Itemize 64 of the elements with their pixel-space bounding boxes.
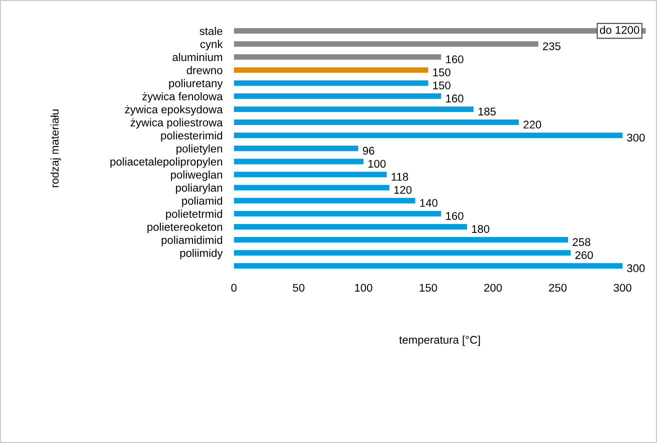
data-label: 96 xyxy=(362,146,374,155)
bar xyxy=(234,210,442,216)
data-label: 260 xyxy=(575,251,593,260)
bar xyxy=(234,198,416,204)
y-tick-label: żywica poliestrowa xyxy=(130,118,223,129)
data-label: 185 xyxy=(478,108,496,116)
data-label: 300 xyxy=(627,264,645,272)
data-label: 180 xyxy=(472,225,490,233)
y-tick-label: drewno xyxy=(186,66,222,74)
bar xyxy=(234,172,387,178)
y-tick-label: poliweglan xyxy=(170,170,222,181)
x-tick-label: 250 xyxy=(549,284,567,292)
y-axis-title: rodzaj materiału xyxy=(50,110,61,188)
data-label: 120 xyxy=(394,186,412,194)
y-tick-label: poliesterimid xyxy=(161,131,222,142)
bar xyxy=(234,237,568,243)
bar xyxy=(234,80,428,86)
bar xyxy=(234,224,468,230)
y-tick-label: polietereoketon xyxy=(148,222,222,234)
bar xyxy=(234,120,519,126)
bar xyxy=(234,250,571,256)
y-tick-label: poliacetalepolipropylen xyxy=(110,157,222,168)
bar xyxy=(234,184,390,190)
data-label: 220 xyxy=(524,120,542,129)
data-label: 140 xyxy=(420,199,438,207)
data-label: 160 xyxy=(446,94,464,102)
data-label: 100 xyxy=(368,160,386,168)
bar xyxy=(234,67,428,73)
x-axis-title: temperatura [°C] xyxy=(399,336,480,346)
bar xyxy=(234,106,474,112)
y-tick-label: poliimidy xyxy=(180,248,223,260)
y-tick-label: polietetrmid xyxy=(166,210,222,220)
annotation: do 1200 xyxy=(600,26,640,34)
y-tick-label: żywica fenolowa xyxy=(142,92,223,103)
x-tick-label: 100 xyxy=(355,284,372,292)
data-label: 118 xyxy=(392,172,408,181)
x-tick-label: 0 xyxy=(231,284,237,292)
bar xyxy=(234,158,364,164)
bar xyxy=(234,146,358,152)
x-tick-label: 300 xyxy=(614,284,632,292)
y-tick-label: aluminium xyxy=(172,52,222,62)
x-tick-label: 150 xyxy=(420,284,438,292)
x-tick-label: 50 xyxy=(292,284,304,292)
bar xyxy=(234,41,538,47)
bar xyxy=(234,54,442,60)
x-tick-label: 200 xyxy=(484,284,502,292)
y-tick-label: poliamidimid xyxy=(162,236,222,246)
bar xyxy=(234,93,442,99)
y-tick-label: poliuretany xyxy=(169,79,223,90)
y-tick-label: stale xyxy=(200,26,222,36)
data-label: 160 xyxy=(446,55,464,64)
y-tick-label: żywica epoksydowa xyxy=(125,105,223,116)
data-label: 150 xyxy=(433,68,450,76)
data-label: 235 xyxy=(542,42,561,50)
data-label: 300 xyxy=(627,134,645,142)
y-tick-label: cynk xyxy=(200,40,223,50)
y-tick-label: polietylen xyxy=(176,144,222,155)
data-label: 160 xyxy=(446,212,464,220)
bar xyxy=(234,263,623,269)
y-tick-label: poliarylan xyxy=(176,184,222,194)
data-label: 258 xyxy=(572,238,590,246)
y-tick-label: poliamid xyxy=(182,196,222,207)
bar xyxy=(234,132,623,138)
data-label: 150 xyxy=(433,82,450,90)
